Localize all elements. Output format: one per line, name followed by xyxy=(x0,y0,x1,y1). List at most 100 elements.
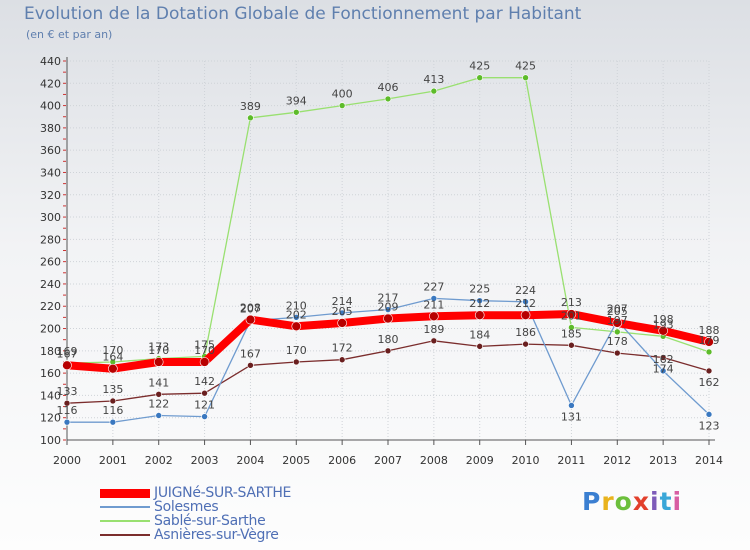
data-point-asnieres xyxy=(568,341,575,349)
data-label-sable: 413 xyxy=(423,73,444,86)
y-tick-label: 260 xyxy=(40,256,61,269)
data-label-sable: 197 xyxy=(607,314,628,327)
data-label-asnieres: 133 xyxy=(57,385,78,398)
data-point-sable xyxy=(338,102,346,109)
data-label-solesmes: 224 xyxy=(515,284,536,297)
proxiti-logo: Proxiti xyxy=(582,487,682,516)
y-tick-label: 360 xyxy=(40,144,61,157)
data-point-juigne xyxy=(108,363,118,374)
data-point-asnieres xyxy=(201,389,208,397)
data-label-juigne: 205 xyxy=(332,305,353,318)
data-label-solesmes: 217 xyxy=(378,292,399,305)
x-tick-label: 2007 xyxy=(374,454,402,467)
data-label-solesmes: 122 xyxy=(148,397,169,410)
data-point-juigne xyxy=(383,313,393,324)
data-label-sable: 193 xyxy=(653,318,674,331)
data-point-sable xyxy=(292,108,300,116)
data-label-solesmes: 225 xyxy=(469,283,490,296)
data-point-sable xyxy=(613,328,621,336)
data-point-solesmes xyxy=(522,298,529,306)
data-label-sable: 170 xyxy=(102,344,123,357)
data-point-juigne xyxy=(658,325,668,336)
data-label-juigne: 188 xyxy=(699,324,720,337)
data-point-juigne xyxy=(337,318,347,328)
y-tick-label: 240 xyxy=(40,278,61,291)
y-tick-label: 420 xyxy=(40,77,61,90)
data-point-sable xyxy=(384,95,392,103)
page-title: Evolution de la Dotation Globale de Fonc… xyxy=(24,4,582,24)
data-point-juigne xyxy=(291,321,302,332)
data-point-asnieres xyxy=(338,356,346,364)
y-tick-label: 300 xyxy=(40,211,61,224)
data-point-juigne xyxy=(153,357,164,367)
y-tick-label: 200 xyxy=(40,323,61,336)
x-tick-label: 2002 xyxy=(145,454,173,467)
data-label-juigne: 211 xyxy=(423,298,444,311)
page-subtitle: (en € et par an) xyxy=(26,28,113,41)
data-label-asnieres: 174 xyxy=(653,363,674,376)
data-point-sable xyxy=(430,87,438,95)
x-tick-label: 2001 xyxy=(99,454,127,467)
y-tick-label: 100 xyxy=(40,434,61,447)
data-label-juigne: 164 xyxy=(102,351,123,364)
legend-swatch-juigne xyxy=(100,489,150,498)
data-point-asnieres xyxy=(522,340,529,348)
data-label-sable: 175 xyxy=(194,338,215,351)
data-label-asnieres: 184 xyxy=(469,328,490,341)
y-tick-label: 160 xyxy=(40,367,61,380)
data-label-solesmes: 210 xyxy=(286,299,307,312)
logo-letter: t xyxy=(659,487,673,516)
data-label-juigne: 198 xyxy=(653,313,674,326)
data-label-sable: 389 xyxy=(240,100,261,113)
data-label-asnieres: 170 xyxy=(286,344,307,357)
y-tick-label: 140 xyxy=(40,389,61,402)
data-label-sable: 173 xyxy=(148,341,169,354)
data-point-sable xyxy=(476,74,484,82)
data-label-sable: 201 xyxy=(561,309,582,322)
data-point-juigne xyxy=(429,311,439,322)
logo-letter: P xyxy=(582,487,602,516)
y-tick-label: 400 xyxy=(40,100,61,113)
data-point-asnieres xyxy=(247,362,254,369)
data-point-juigne xyxy=(566,309,577,319)
x-tick-label: 2005 xyxy=(282,454,310,467)
legend-label-juigne: JUIGNé-SUR-SARTHE xyxy=(154,485,292,501)
data-point-asnieres xyxy=(476,343,484,350)
data-point-sable xyxy=(247,114,254,122)
label-layer: 133 135 141 142 167 170 172 180 189 184 186 185 178 1… xyxy=(57,60,720,433)
data-label-juigne: 208 xyxy=(240,302,261,315)
data-label-asnieres: 141 xyxy=(148,376,169,389)
logo-letter: x xyxy=(632,487,650,516)
x-tick-label: 2008 xyxy=(420,454,448,467)
data-point-juigne xyxy=(199,357,210,367)
data-point-asnieres xyxy=(705,367,713,375)
data-label-solesmes: 162 xyxy=(653,353,674,366)
data-label-juigne: 205 xyxy=(607,305,628,318)
axis-layer: 100 120 140 160 180 200 220 240 260 280 300 320 340 3… xyxy=(40,55,723,467)
data-point-asnieres xyxy=(292,358,300,366)
x-tick-label: 2003 xyxy=(191,454,219,467)
data-label-juigne: 170 xyxy=(194,344,215,357)
y-tick-label: 280 xyxy=(40,233,61,246)
data-label-solesmes: 207 xyxy=(240,303,261,316)
x-tick-label: 2000 xyxy=(53,454,81,467)
data-point-juigne xyxy=(474,310,485,320)
x-tick-label: 2012 xyxy=(603,454,631,467)
data-point-sable xyxy=(568,324,575,331)
logo-letter: o xyxy=(614,487,633,516)
x-tick-label: 2009 xyxy=(466,454,494,467)
x-tick-label: 2011 xyxy=(557,454,585,467)
data-label-juigne: 213 xyxy=(561,296,582,309)
data-point-asnieres xyxy=(613,349,621,357)
data-label-juigne: 167 xyxy=(57,347,78,360)
legend-swatch-solesmes xyxy=(100,506,150,508)
data-label-sable: 179 xyxy=(699,334,720,347)
legend-label-asnieres: Asnières-sur-Vègre xyxy=(154,527,279,543)
data-label-solesmes: 116 xyxy=(102,404,123,417)
data-label-sable: 169 xyxy=(57,345,78,358)
data-point-juigne xyxy=(612,318,623,328)
data-label-asnieres: 135 xyxy=(102,383,123,396)
data-point-asnieres xyxy=(430,337,438,345)
legend-swatch-asnieres xyxy=(100,534,150,536)
